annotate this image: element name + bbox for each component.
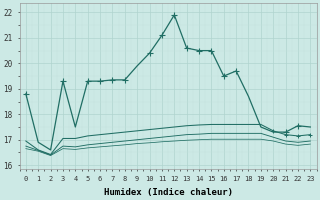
- X-axis label: Humidex (Indice chaleur): Humidex (Indice chaleur): [104, 188, 233, 197]
